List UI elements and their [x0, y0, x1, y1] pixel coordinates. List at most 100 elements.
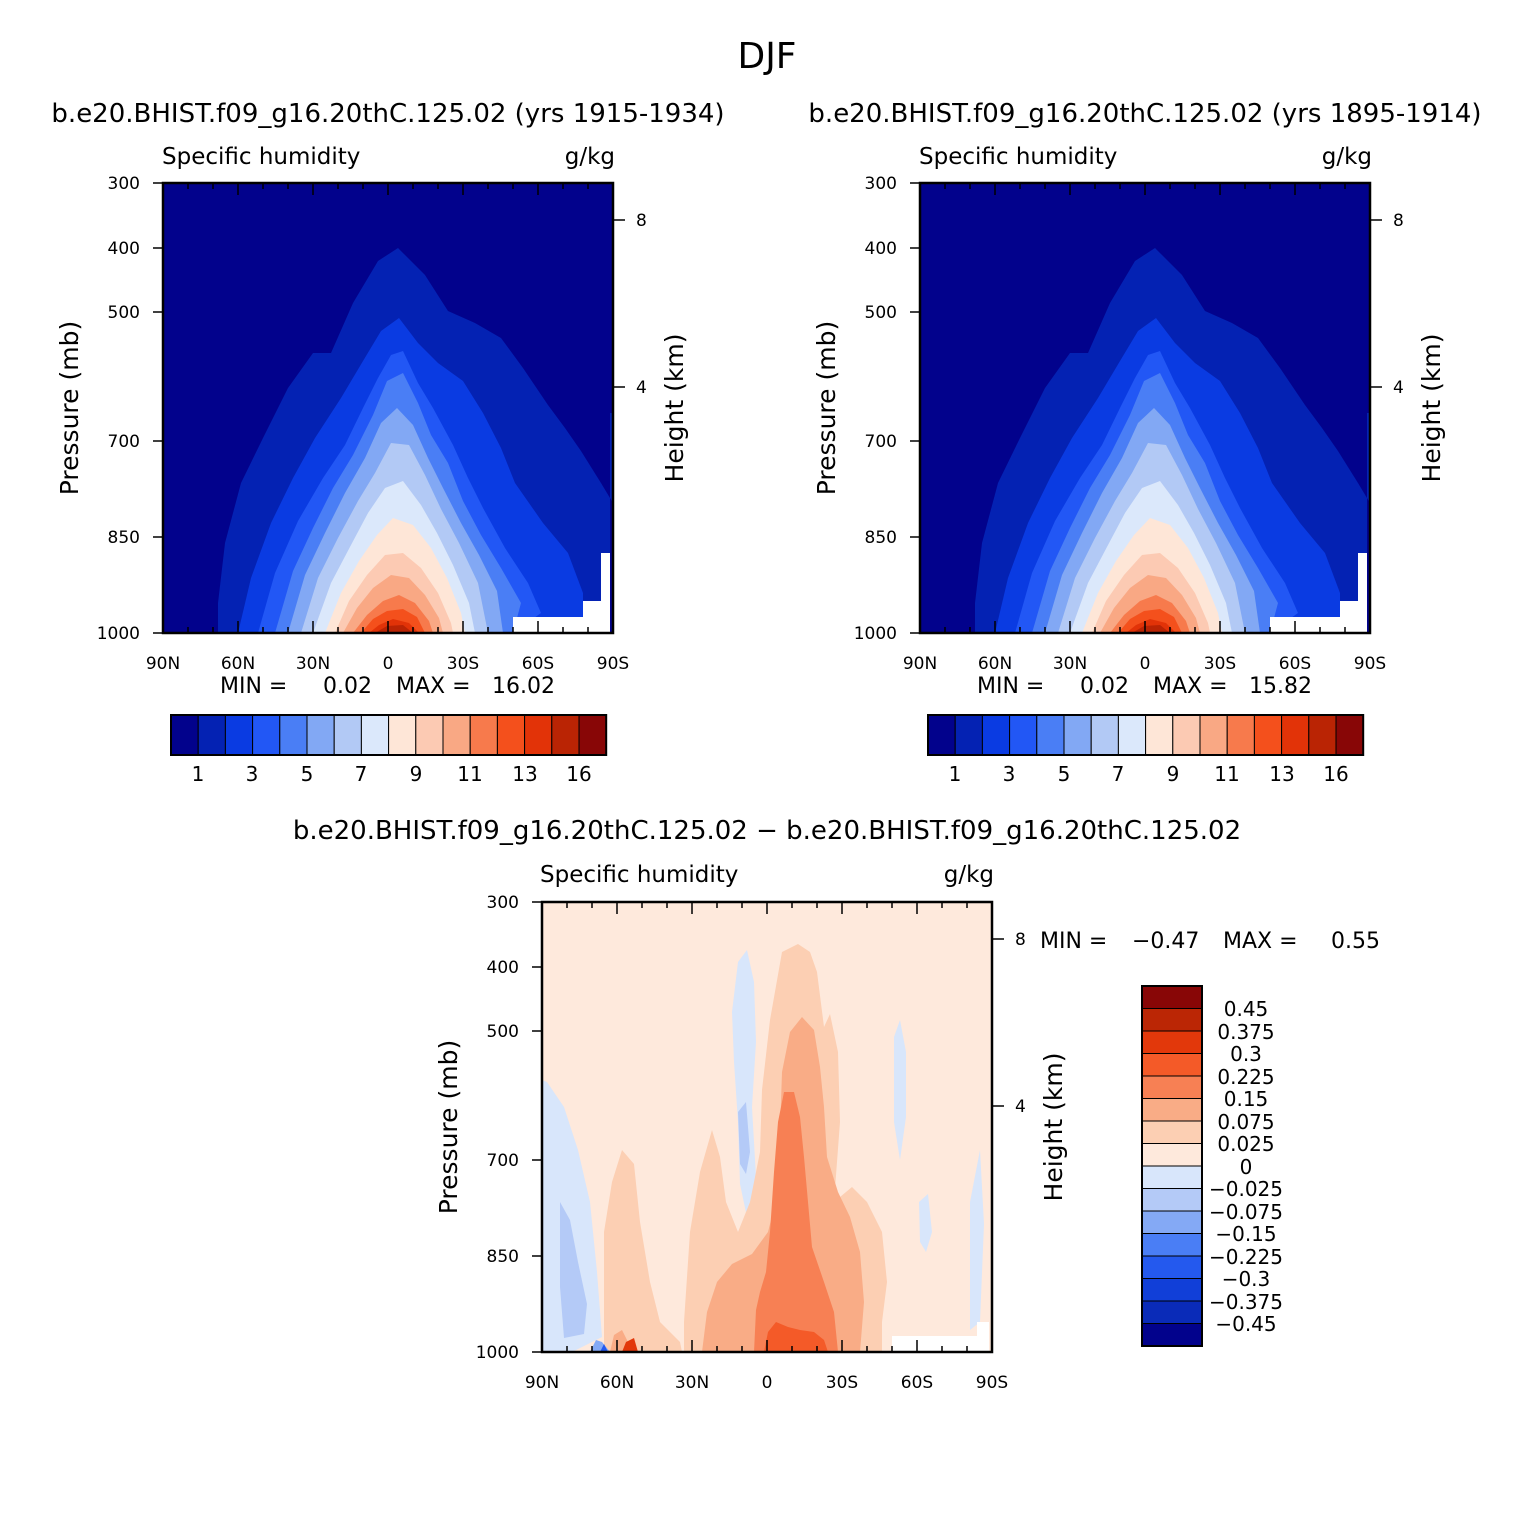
colorbar-swatch	[224, 714, 254, 756]
panel-1-title: b.e20.BHIST.f09_g16.20thC.125.02 (yrs 19…	[51, 99, 724, 129]
cb-label: 7	[355, 762, 368, 786]
panel-3-variable: Specific humidity	[540, 862, 738, 888]
panel-2-axes: 300 400 500 700 850 1000 8 4 90N 60N 30N…	[812, 174, 1446, 674]
x-tick-90N: 90N	[903, 654, 937, 674]
y2-tick-4: 4	[1393, 378, 1404, 398]
cb-label: 1	[949, 762, 962, 786]
cb-label: 5	[1058, 762, 1071, 786]
y-tick-850: 850	[108, 528, 140, 548]
colorbar-swatch	[578, 714, 607, 756]
x-tick-30S: 30S	[1204, 654, 1236, 674]
panel-3-max-label: MAX =	[1223, 929, 1298, 954]
colorbar-swatch	[1141, 1120, 1203, 1144]
colorbar-swatch	[1036, 714, 1065, 756]
colorbar-swatch	[1281, 714, 1310, 756]
x-tick-90N: 90N	[146, 654, 180, 674]
x-tick-60N: 60N	[221, 654, 255, 674]
x-tick-0: 0	[762, 1373, 773, 1393]
x-tick-90S: 90S	[1354, 654, 1386, 674]
y-tick-300: 300	[865, 174, 897, 194]
y-tick-850: 850	[865, 528, 897, 548]
colorbar-swatch	[197, 714, 226, 756]
y-tick-1000: 1000	[854, 624, 897, 644]
colorbar-swatch	[388, 714, 417, 756]
panel-1-variable: Specific humidity	[162, 144, 360, 170]
panel-1-max-value: 16.02	[492, 674, 555, 699]
cb-label: −0.225	[1209, 1245, 1283, 1269]
panel-3-ylabel: Pressure (mb)	[434, 1040, 463, 1214]
panel-2-colorbar	[927, 714, 1365, 756]
panel-1-ylabel: Pressure (mb)	[55, 321, 84, 495]
colorbar-swatch	[333, 714, 362, 756]
x-tick-60S: 60S	[1279, 654, 1311, 674]
x-tick-90N: 90N	[525, 1373, 559, 1393]
cb-label: −0.45	[1215, 1312, 1276, 1336]
colorbar-swatch	[1253, 714, 1283, 756]
colorbar-swatch	[1141, 1323, 1203, 1347]
cb-label: −0.3	[1222, 1267, 1271, 1291]
x-tick-90S: 90S	[976, 1373, 1008, 1393]
y2-tick-4: 4	[1015, 1097, 1026, 1117]
colorbar-swatch	[306, 714, 335, 756]
panel-3-ylabel-right: Height (km)	[1039, 1053, 1068, 1202]
panel-3-axes: 300 400 500 700 850 1000 8 4 90N 60N 30N…	[434, 893, 1068, 1393]
x-tick-0: 0	[383, 654, 394, 674]
colorbar-swatch	[927, 714, 956, 756]
colorbar-swatch	[442, 714, 471, 756]
panel-2-missing-region	[1270, 553, 1367, 633]
colorbar-swatch	[1335, 714, 1364, 756]
panel-3-colorbar	[1141, 985, 1203, 1347]
colorbar-swatch	[252, 714, 281, 756]
y2-tick-8: 8	[1015, 930, 1026, 950]
cb-label: 0.15	[1224, 1087, 1269, 1111]
panel-3-contour-band	[600, 1344, 608, 1352]
panel-2-ylabel: Pressure (mb)	[812, 321, 841, 495]
y-tick-400: 400	[487, 958, 519, 978]
panel-2-colorbar-labels: 1 3 5 7 9 11 13 16	[949, 762, 1349, 786]
panel-1-min-value: 0.02	[323, 674, 372, 699]
y-tick-500: 500	[487, 1022, 519, 1042]
cb-label: 11	[1214, 762, 1239, 786]
panel-1-max-label: MAX =	[396, 674, 471, 699]
panel-1-ylabel-right: Height (km)	[660, 334, 689, 483]
cb-label: 9	[410, 762, 423, 786]
colorbar-swatch	[524, 714, 553, 756]
panel-3-contour-band	[894, 1020, 906, 1160]
cb-label: 0.225	[1217, 1065, 1274, 1089]
y2-tick-4: 4	[636, 378, 647, 398]
cb-label: 7	[1112, 762, 1125, 786]
figure-title: DJF	[737, 36, 796, 77]
panel-1-missing-region	[513, 553, 610, 633]
x-tick-60S: 60S	[522, 654, 554, 674]
cb-label: −0.025	[1209, 1177, 1283, 1201]
y-tick-500: 500	[108, 303, 140, 323]
cb-label: 13	[512, 762, 537, 786]
panel-3-min-label: MIN =	[1040, 929, 1107, 954]
colorbar-frame	[1141, 985, 1203, 1347]
x-tick-60N: 60N	[600, 1373, 634, 1393]
colorbar-swatch	[1141, 1143, 1203, 1167]
panel-3-contour-field	[542, 902, 992, 1352]
colorbar-swatch	[170, 714, 199, 756]
cb-label: 0.45	[1224, 997, 1269, 1021]
panel-3-contour-band	[732, 950, 762, 1222]
colorbar-swatch	[1117, 714, 1147, 756]
y-tick-400: 400	[108, 239, 140, 259]
panel-3-colorbar-labels: 0.45 0.375 0.3 0.225 0.15 0.075 0.025 0 …	[1209, 997, 1283, 1336]
panel-3-contour-band	[560, 1202, 587, 1338]
panel-2-variable: Specific humidity	[919, 144, 1117, 170]
panel-1-contour-band	[375, 625, 413, 633]
panel-2-contour-field	[920, 183, 1370, 633]
cb-label: 0.075	[1217, 1110, 1274, 1134]
cb-label: 16	[1323, 762, 1348, 786]
panel-3-max-value: 0.55	[1331, 929, 1380, 954]
y-tick-1000: 1000	[476, 1343, 519, 1363]
x-tick-30N: 30N	[1053, 654, 1087, 674]
panel-3-contour-band	[919, 1194, 932, 1252]
panel-3-contour-band	[604, 1150, 682, 1352]
colorbar-swatch	[1141, 985, 1203, 1009]
cb-label: 0	[1240, 1155, 1253, 1179]
panel-2-contour-band	[1132, 625, 1170, 633]
colorbar-swatch	[1141, 1008, 1203, 1032]
colorbar-swatch	[1090, 714, 1119, 756]
